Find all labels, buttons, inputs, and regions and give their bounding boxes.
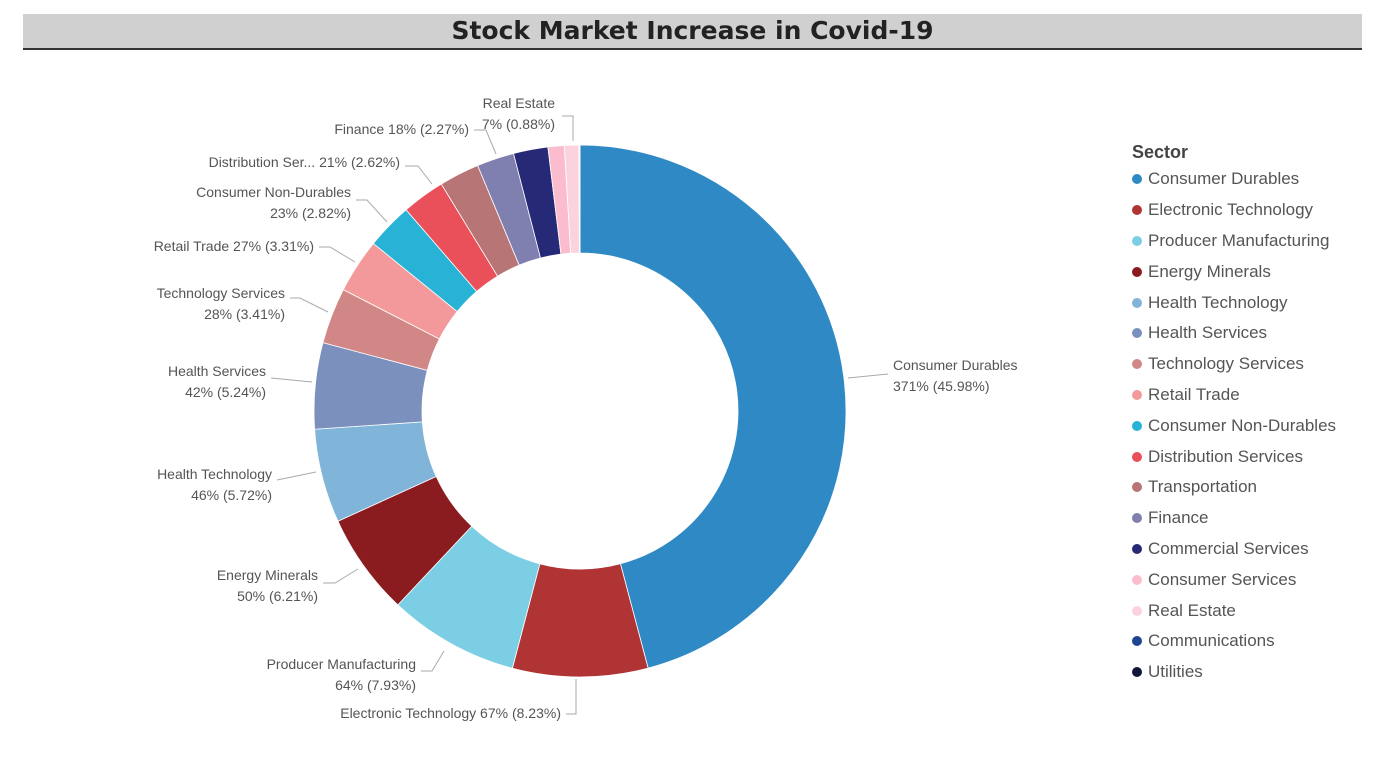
legend-item-consumer-non-durables[interactable]: Consumer Non-Durables [1132, 410, 1336, 441]
legend-marker [1132, 266, 1142, 277]
leader-line-technology-services [290, 297, 329, 313]
data-label-producer-manufacturing: Producer Manufacturing [267, 656, 416, 672]
legend-marker [1132, 451, 1142, 462]
legend-marker [1132, 420, 1142, 431]
legend-marker [1132, 636, 1142, 647]
legend-marker [1132, 667, 1142, 678]
data-value-consumer-durables: 371% (45.98%) [893, 378, 990, 394]
data-label-distribution-services: Distribution Ser... 21% (2.62%) [209, 154, 400, 170]
legend-label: Consumer Services [1148, 569, 1297, 589]
legend-marker [1132, 235, 1142, 246]
legend-marker [1132, 205, 1142, 216]
data-label-technology-services: Technology Services [157, 285, 285, 301]
data-value-producer-manufacturing: 64% (7.93%) [335, 677, 416, 693]
legend-item-producer-manufacturing[interactable]: Producer Manufacturing [1132, 226, 1336, 257]
legend-item-finance[interactable]: Finance [1132, 503, 1336, 534]
leader-line-retail-trade [319, 246, 356, 263]
legend: Sector Consumer Durables Electronic Techn… [1132, 140, 1336, 688]
leader-line-health-services [270, 377, 313, 383]
legend-marker [1132, 543, 1142, 554]
legend-label: Consumer Durables [1148, 169, 1300, 189]
leader-line-finance [474, 129, 497, 155]
legend-label: Energy Minerals [1148, 261, 1271, 281]
donut-chart: Consumer Durables 371% (45.98%) Electronic… [154, 95, 1018, 721]
legend-marker [1132, 174, 1142, 185]
data-label-consumer-durables: Consumer Durables [893, 357, 1018, 373]
legend-label: Health Technology [1148, 292, 1288, 312]
legend-item-health-technology[interactable]: Health Technology [1132, 287, 1336, 318]
leader-line-electronic-technology [566, 679, 577, 715]
legend-item-consumer-services[interactable]: Consumer Services [1132, 564, 1336, 595]
data-value-technology-services: 28% (3.41%) [204, 306, 285, 322]
legend-item-energy-minerals[interactable]: Energy Minerals [1132, 256, 1336, 287]
legend-label: Transportation [1148, 477, 1257, 497]
data-label-health-technology: Health Technology [157, 466, 272, 482]
data-label-finance: Finance 18% (2.27%) [334, 121, 469, 137]
legend-item-real-estate[interactable]: Real Estate [1132, 595, 1336, 626]
legend-marker [1132, 482, 1142, 493]
legend-label: Health Services [1148, 323, 1268, 343]
legend-marker [1132, 359, 1142, 370]
legend-marker [1132, 297, 1142, 308]
legend-item-consumer-durables[interactable]: Consumer Durables [1132, 164, 1336, 195]
legend-label: Technology Services [1148, 354, 1304, 374]
data-value-energy-minerals: 50% (6.21%) [237, 588, 318, 604]
legend-label: Commercial Services [1148, 538, 1309, 558]
legend-label: Finance [1148, 508, 1209, 528]
legend-title: Sector [1132, 142, 1189, 162]
data-label-retail-trade: Retail Trade 27% (3.31%) [154, 238, 314, 254]
legend-item-distribution-services[interactable]: Distribution Services [1132, 441, 1336, 472]
data-label-consumer-non-durables: Consumer Non-Durables [196, 184, 351, 200]
data-value-health-services: 42% (5.24%) [185, 384, 266, 400]
leader-line-producer-manufacturing [421, 650, 445, 672]
legend-label: Distribution Services [1148, 446, 1303, 466]
legend-marker [1132, 574, 1142, 585]
slice-consumer-durables[interactable] [579, 144, 847, 669]
data-label-electronic-technology: Electronic Technology 67% (8.23%) [340, 705, 561, 721]
data-value-real-estate: 7% (0.88%) [482, 116, 555, 132]
legend-item-transportation[interactable]: Transportation [1132, 472, 1336, 503]
legend-marker [1132, 513, 1142, 524]
legend-label: Retail Trade [1148, 384, 1240, 404]
leader-line-consumer-durables [847, 373, 889, 379]
legend-marker [1132, 389, 1142, 400]
leader-line-health-technology [276, 471, 317, 481]
legend-label: Utilities [1148, 662, 1203, 682]
leader-line-distribution-services [405, 165, 433, 185]
leader-line-real-estate [562, 115, 574, 141]
legend-marker [1132, 328, 1142, 339]
legend-label: Real Estate [1148, 600, 1236, 620]
legend-marker [1132, 605, 1142, 616]
legend-item-utilities[interactable]: Utilities [1132, 657, 1336, 688]
legend-item-electronic-technology[interactable]: Electronic Technology [1132, 195, 1336, 226]
legend-item-communications[interactable]: Communications [1132, 626, 1336, 657]
legend-label: Consumer Non-Durables [1148, 415, 1337, 435]
data-label-real-estate: Real Estate [483, 95, 556, 111]
data-label-health-services: Health Services [168, 363, 266, 379]
leader-line-energy-minerals [323, 568, 359, 584]
legend-item-health-services[interactable]: Health Services [1132, 318, 1336, 349]
leader-line-consumer-non-durables [356, 199, 388, 223]
legend-label: Electronic Technology [1148, 200, 1314, 220]
legend-item-technology-services[interactable]: Technology Services [1132, 349, 1336, 380]
legend-item-retail-trade[interactable]: Retail Trade [1132, 380, 1336, 411]
data-label-energy-minerals: Energy Minerals [217, 567, 318, 583]
legend-label: Communications [1148, 631, 1275, 651]
title-bar: Stock Market Increase in Covid-19 [23, 14, 1362, 50]
data-value-health-technology: 46% (5.72%) [191, 487, 272, 503]
chart-title: Stock Market Increase in Covid-19 [451, 16, 934, 45]
legend-label: Producer Manufacturing [1148, 230, 1330, 250]
legend-item-commercial-services[interactable]: Commercial Services [1132, 534, 1336, 565]
data-value-consumer-non-durables: 23% (2.82%) [270, 205, 351, 221]
